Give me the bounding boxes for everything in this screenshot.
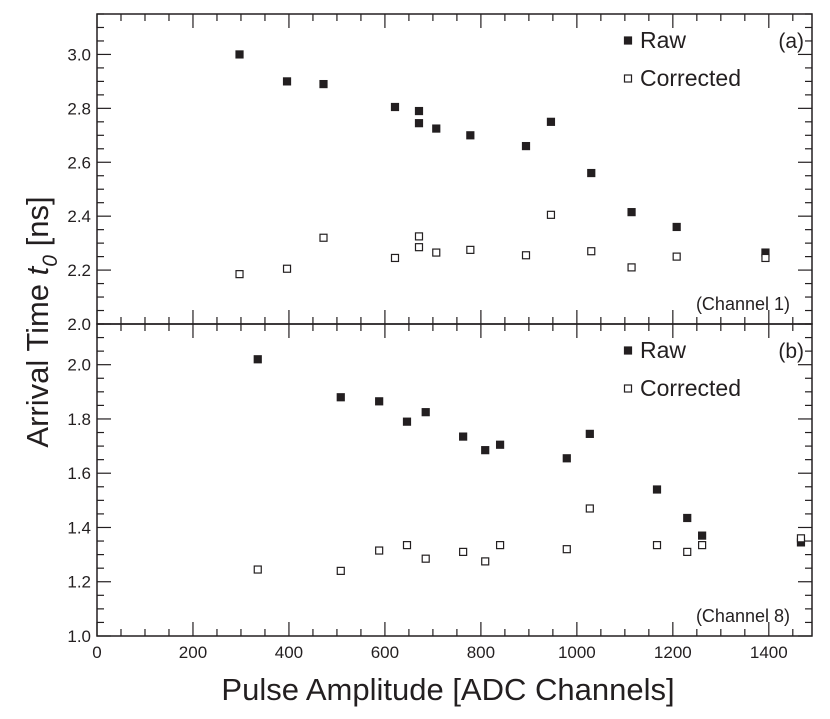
corrected-data-point [414, 232, 424, 241]
raw-data-point [562, 454, 571, 463]
raw-data-point [235, 50, 244, 59]
x-tick-label: 600 [371, 643, 399, 662]
y-tick-label: 1.0 [67, 627, 91, 646]
raw-data-point [627, 208, 636, 217]
corrected-data-point [562, 545, 571, 554]
y-tick-label: 2.2 [67, 261, 91, 280]
y-axis-title-symbol: t [20, 265, 55, 275]
raw-data-point [587, 168, 596, 178]
y-tick-label: 1.2 [67, 573, 91, 592]
raw-data-point [319, 79, 328, 89]
corrected-data-point [235, 270, 244, 279]
y-tick-label: 2.0 [67, 315, 91, 334]
raw-data-point [698, 531, 707, 540]
raw-data-point [495, 440, 505, 449]
channel-annotation: (Channel 1) [696, 294, 790, 314]
raw-data-point [481, 446, 490, 455]
corrected-data-point [546, 210, 556, 219]
raw-data-point [432, 124, 441, 133]
raw-data-point [459, 432, 468, 441]
raw-data-point [375, 397, 384, 406]
corrected-data-point [336, 566, 345, 575]
panel-a: 2.0 2.2 2.4 2.6 2.8 3.0 Raw Corrected (a) (Channe… [67, 13, 813, 334]
legend-marker-raw [623, 346, 633, 355]
y-tick-label: 1.8 [67, 410, 91, 429]
corrected-data-point [375, 546, 384, 555]
corrected-data-point [652, 541, 662, 550]
raw-data-point [683, 513, 692, 523]
corrected-data-point [459, 547, 468, 556]
y-axis-title-subscript: 0 [39, 255, 62, 267]
corrected-data-point [495, 541, 505, 550]
x-tick-label: 400 [275, 643, 303, 662]
y-axis-title-unit: [ns] [20, 196, 55, 255]
panel-b: 1.0 1.2 1.4 1.6 1.8 2.0 0 200 400 600 800 1000 1200 1… [67, 323, 813, 662]
channel-annotation: (Channel 8) [696, 606, 790, 626]
corrected-data-point [683, 547, 692, 556]
x-tick-label: 0 [92, 643, 101, 662]
x-tick-label: 1200 [654, 643, 692, 662]
corrected-data-point [672, 252, 681, 261]
x-tick-label: 800 [467, 643, 495, 662]
raw-data-point [421, 408, 430, 417]
panel-tag: (b) [778, 340, 804, 363]
corrected-data-point [432, 248, 441, 257]
y-tick-label: 1.6 [67, 464, 91, 483]
corrected-data-point [421, 554, 430, 563]
corrected-data-point [796, 534, 806, 543]
raw-data-point [466, 131, 475, 140]
y-axis-title-main: Arrival Time [20, 275, 55, 447]
raw-data-point [546, 117, 556, 126]
corrected-data-point [761, 253, 770, 263]
legend-marker-corrected [623, 384, 633, 393]
x-tick-label: 1400 [750, 643, 788, 662]
corrected-data-point [585, 504, 594, 513]
corrected-data-point [698, 541, 707, 550]
corrected-data-point [414, 243, 424, 252]
y-tick-label: 3.0 [67, 45, 91, 64]
y-tick-label: 2.4 [67, 207, 91, 226]
raw-data-point [253, 355, 262, 364]
y-tick-label: 2.0 [67, 356, 91, 375]
x-tick-label: 1000 [558, 643, 596, 662]
corrected-data-point [390, 253, 400, 263]
corrected-data-point [481, 557, 490, 566]
y-tick-label: 2.6 [67, 153, 91, 172]
corrected-data-point [521, 251, 531, 260]
y-axis-title: Arrival Time t0 [ns] [20, 196, 62, 447]
corrected-data-point [253, 565, 262, 574]
raw-data-point [652, 485, 662, 494]
raw-data-point [414, 119, 424, 128]
raw-data-point [585, 429, 594, 438]
raw-data-point [402, 417, 412, 426]
y-tick-label: 2.8 [67, 99, 91, 118]
plot-frame [96, 323, 813, 637]
raw-data-point [414, 106, 424, 116]
y-tick-label: 1.4 [67, 518, 91, 537]
legend-label-corrected: Corrected [640, 375, 741, 401]
raw-data-point [336, 393, 345, 402]
corrected-data-point [282, 264, 292, 273]
panel-tag: (a) [778, 30, 804, 53]
corrected-data-point [319, 233, 328, 242]
plot-frame [96, 13, 813, 325]
raw-data-point [672, 222, 681, 232]
x-tick-label: 200 [179, 643, 207, 662]
corrected-data-point [627, 263, 636, 272]
legend-label-raw: Raw [640, 337, 686, 363]
x-axis-title: Pulse Amplitude [ADC Channels] [221, 672, 674, 707]
legend-marker-corrected [623, 74, 633, 83]
raw-data-point [390, 102, 400, 112]
corrected-data-point [466, 245, 475, 254]
raw-data-point [521, 141, 531, 151]
legend-label-corrected: Corrected [640, 65, 741, 91]
corrected-data-point [402, 541, 412, 550]
legend-label-raw: Raw [640, 27, 686, 53]
raw-data-point [282, 77, 292, 86]
legend-marker-raw [623, 36, 633, 45]
corrected-data-point [587, 247, 596, 256]
